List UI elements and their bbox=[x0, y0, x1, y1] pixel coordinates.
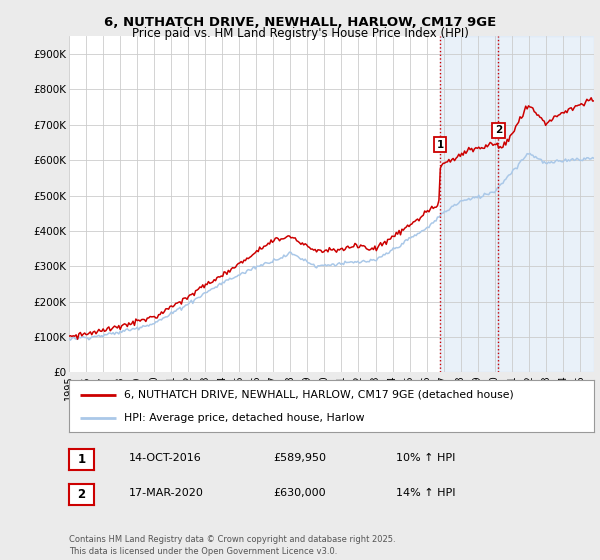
Text: Price paid vs. HM Land Registry's House Price Index (HPI): Price paid vs. HM Land Registry's House … bbox=[131, 27, 469, 40]
Text: 2: 2 bbox=[494, 125, 502, 136]
Bar bbox=[440, 36, 498, 372]
Text: 17-MAR-2020: 17-MAR-2020 bbox=[129, 488, 204, 498]
Text: 1: 1 bbox=[436, 139, 443, 150]
Text: HPI: Average price, detached house, Harlow: HPI: Average price, detached house, Harl… bbox=[124, 413, 365, 423]
Text: 6, NUTHATCH DRIVE, NEWHALL, HARLOW, CM17 9GE (detached house): 6, NUTHATCH DRIVE, NEWHALL, HARLOW, CM17… bbox=[124, 390, 514, 400]
Text: £589,950: £589,950 bbox=[273, 452, 326, 463]
Text: 10% ↑ HPI: 10% ↑ HPI bbox=[396, 452, 455, 463]
Text: 6, NUTHATCH DRIVE, NEWHALL, HARLOW, CM17 9GE: 6, NUTHATCH DRIVE, NEWHALL, HARLOW, CM17… bbox=[104, 16, 496, 29]
Text: 1: 1 bbox=[77, 452, 86, 466]
Text: £630,000: £630,000 bbox=[273, 488, 326, 498]
Text: Contains HM Land Registry data © Crown copyright and database right 2025.
This d: Contains HM Land Registry data © Crown c… bbox=[69, 535, 395, 556]
Text: 14-OCT-2016: 14-OCT-2016 bbox=[129, 452, 202, 463]
Bar bbox=[498, 36, 594, 372]
Text: 14% ↑ HPI: 14% ↑ HPI bbox=[396, 488, 455, 498]
Text: 2: 2 bbox=[77, 488, 86, 501]
